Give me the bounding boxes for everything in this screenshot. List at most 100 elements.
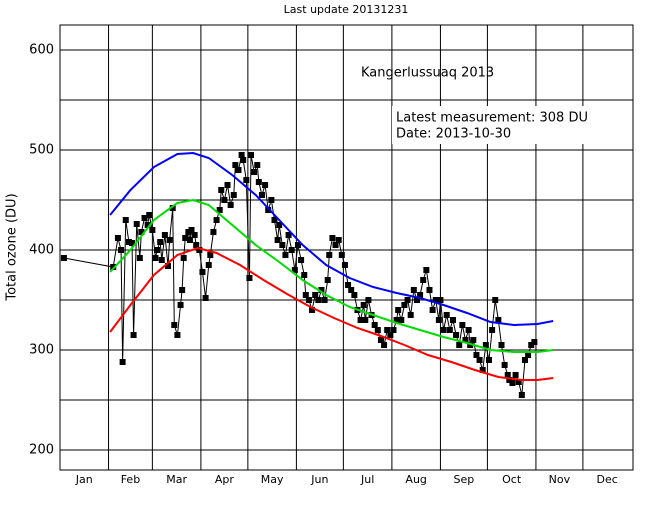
- annotation: Kangerlussuaq 2013: [361, 66, 494, 81]
- measurement-point: [525, 352, 532, 358]
- measurement-point: [512, 372, 519, 378]
- measurement-point: [285, 232, 292, 238]
- measurement-point: [185, 229, 192, 235]
- measurement-point: [291, 267, 298, 273]
- measurement-point: [470, 337, 477, 343]
- annotation-box: [392, 106, 630, 144]
- measurement-point: [371, 322, 378, 328]
- measurement-point: [377, 337, 384, 343]
- measurement-point: [395, 307, 402, 313]
- measurement-point: [357, 317, 364, 323]
- x-tick-label: Nov: [549, 473, 571, 486]
- measurement-point: [476, 357, 483, 363]
- measurement-point: [345, 282, 352, 288]
- measurement-point: [459, 322, 466, 328]
- measurement-point: [232, 162, 239, 168]
- x-tick-label: Jun: [310, 473, 328, 486]
- measurement-point: [271, 217, 278, 223]
- measurement-point: [254, 162, 261, 168]
- y-tick-label: 200: [29, 443, 54, 458]
- measurement-point: [338, 252, 345, 258]
- measurement-point: [384, 327, 391, 333]
- measurement-point: [114, 235, 121, 241]
- measurement-point: [423, 267, 430, 273]
- measurement-point: [205, 262, 212, 268]
- measurement-point: [224, 182, 231, 188]
- measurement-point: [157, 239, 164, 245]
- x-tick-label: Oct: [502, 473, 522, 486]
- measurement-point: [119, 359, 126, 365]
- measurement-point: [509, 380, 516, 386]
- measurement-point: [417, 292, 424, 298]
- measurement-point: [335, 237, 342, 243]
- climatology-curve: [109, 198, 554, 353]
- x-tick-label: May: [261, 473, 284, 486]
- measurement-point: [265, 207, 272, 213]
- measurement-point: [144, 222, 151, 228]
- measurement-point: [248, 152, 254, 158]
- x-tick-label: Aug: [405, 473, 426, 486]
- measurement-point: [410, 287, 417, 293]
- measurement-point: [255, 179, 262, 185]
- measurement-point: [166, 237, 173, 243]
- measurement-point: [351, 292, 358, 298]
- measurement-point: [446, 327, 453, 333]
- measurement-point: [279, 242, 286, 248]
- climatology-curve: [109, 246, 554, 381]
- measurement-point: [521, 357, 528, 363]
- y-tick-label: 600: [29, 43, 54, 58]
- measurement-point: [381, 342, 388, 348]
- measurement-point: [133, 221, 140, 227]
- y-tick-label: 300: [29, 343, 54, 358]
- measurement-point: [141, 215, 148, 221]
- measurement-point: [312, 292, 319, 298]
- measurement-point: [443, 312, 450, 318]
- measurement-point: [393, 317, 400, 323]
- measurement-point: [318, 287, 325, 293]
- x-tick-label: Apr: [215, 473, 235, 486]
- measurement-point: [301, 272, 308, 278]
- measurement-point: [154, 247, 161, 253]
- measurement-point: [60, 255, 67, 261]
- measurement-point: [221, 197, 228, 203]
- measurement-point: [182, 235, 189, 241]
- measurement-point: [246, 275, 253, 281]
- measurement-point: [227, 202, 234, 208]
- measurement-point: [332, 242, 339, 248]
- measurement-point: [177, 302, 184, 308]
- measurement-point: [498, 342, 505, 348]
- measurement-point: [282, 252, 289, 258]
- measurement-point: [440, 327, 447, 333]
- x-tick-label: Dec: [597, 473, 618, 486]
- measurement-point: [495, 317, 502, 323]
- measurement-point: [453, 332, 460, 338]
- measurement-point: [456, 342, 463, 348]
- annotation: Date: 2013-10-30: [396, 127, 511, 142]
- measurement-point: [407, 312, 414, 318]
- measurement-point: [398, 317, 405, 323]
- measurement-point: [243, 177, 250, 183]
- measurement-point: [258, 192, 265, 198]
- measurement-point: [129, 240, 136, 246]
- x-tick-label: Feb: [121, 473, 140, 486]
- measurement-point: [435, 317, 442, 323]
- measurement-point: [276, 222, 283, 228]
- measurement-point: [130, 332, 137, 338]
- measurement-point: [207, 252, 214, 258]
- measurement-point: [305, 297, 312, 303]
- x-tick-label: Jan: [75, 473, 93, 486]
- measurement-point: [230, 192, 237, 198]
- measurement-point: [485, 357, 492, 363]
- measurement-point: [238, 152, 245, 158]
- measurement-point: [138, 229, 145, 235]
- measurement-point: [426, 287, 433, 293]
- measurement-point: [180, 255, 187, 261]
- measurement-point: [191, 232, 198, 238]
- measurement-point: [348, 287, 355, 293]
- measurement-point: [298, 257, 305, 263]
- measurement-point: [504, 372, 511, 378]
- measurement-point: [161, 232, 168, 238]
- measurement-point: [251, 169, 258, 175]
- measurement-point: [199, 269, 206, 275]
